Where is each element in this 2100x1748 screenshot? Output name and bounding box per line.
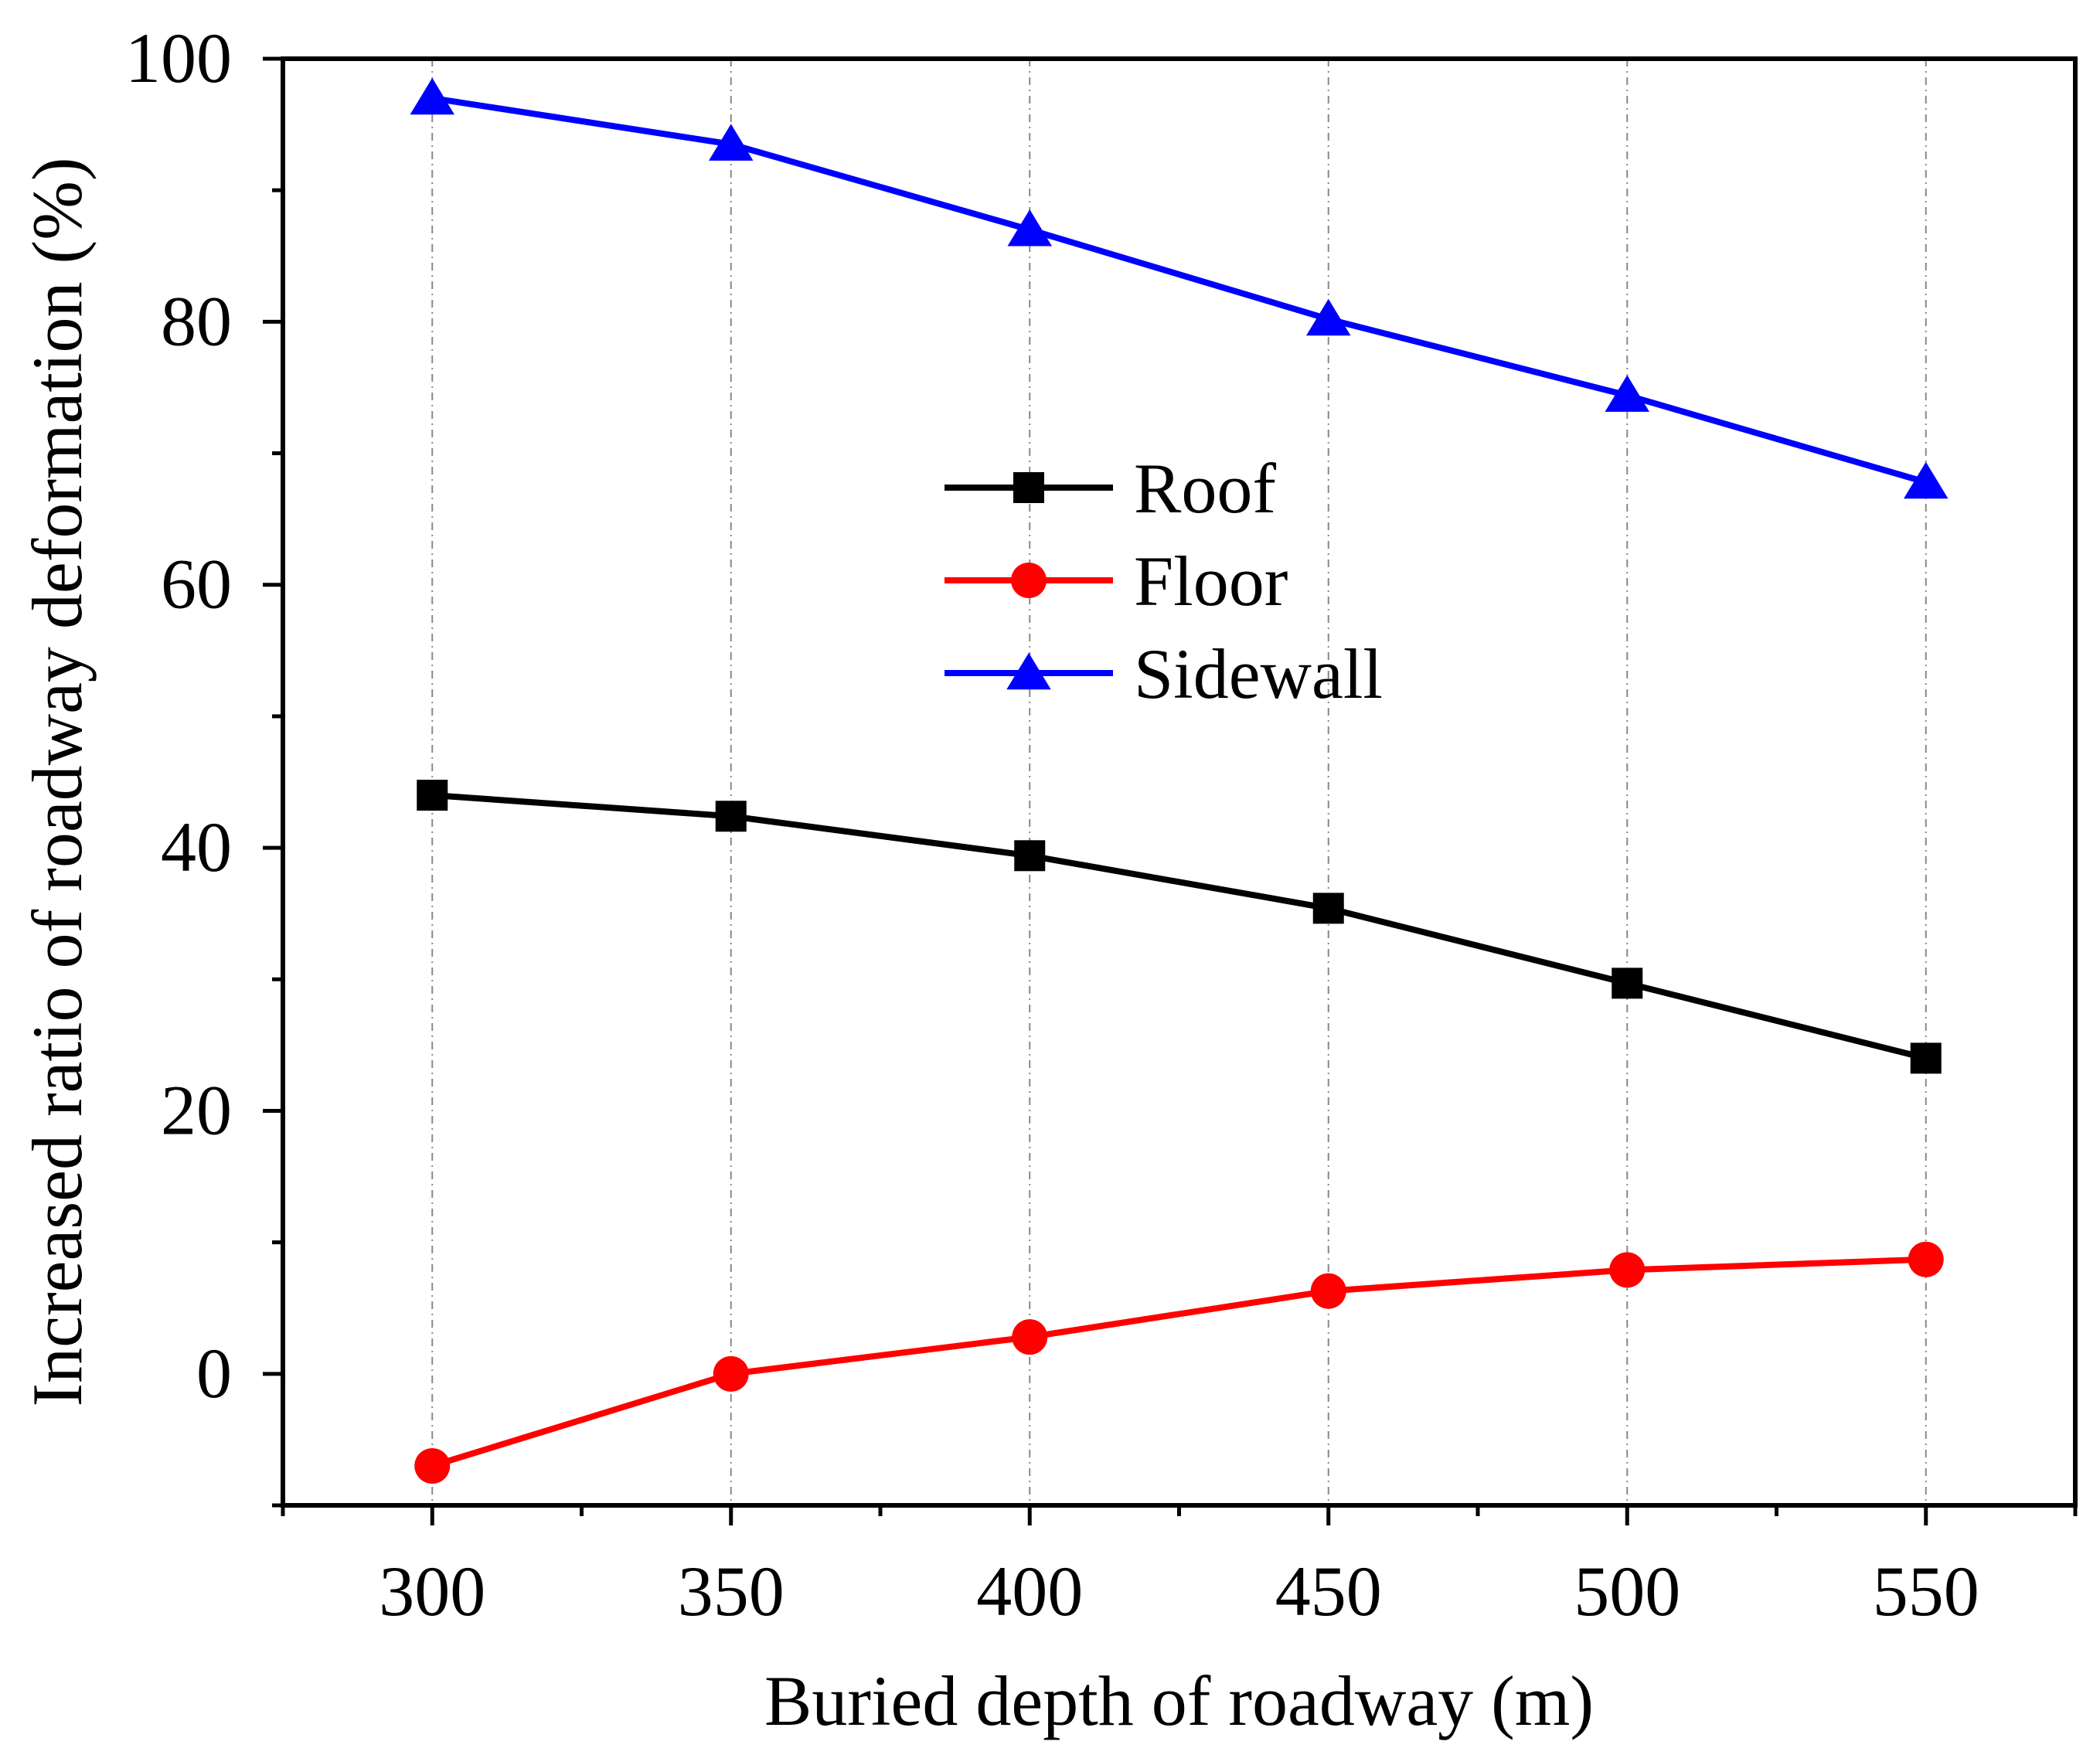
marker-sidewall-300 (410, 77, 454, 115)
marker-floor-500 (1609, 1252, 1646, 1288)
axis-ticks (263, 56, 2078, 1525)
legend-marker-floor (1011, 563, 1047, 598)
marker-sidewall-350 (709, 124, 754, 161)
y-tick-label-80: 80 (161, 281, 232, 360)
marker-roof-350 (715, 801, 747, 832)
x-tick-label-500: 500 (1574, 1552, 1680, 1631)
marker-sidewall-450 (1306, 298, 1351, 336)
x-tick-label-350: 350 (678, 1552, 785, 1631)
x-tick-label-300: 300 (379, 1552, 485, 1631)
marker-floor-300 (414, 1447, 451, 1484)
tick-labels: 300 350 400 450 500 550 0 20 40 60 80 100 (125, 19, 1979, 1631)
marker-sidewall-500 (1605, 375, 1649, 412)
x-tick-label-450: 450 (1275, 1552, 1382, 1631)
marker-roof-400 (1014, 840, 1046, 872)
series-lines (431, 95, 1927, 1469)
y-tick-label-20: 20 (161, 1070, 232, 1149)
marker-floor-400 (1012, 1319, 1048, 1355)
series-line-floor (431, 1256, 1926, 1469)
y-axis-title: Increased ratio of roadway deformation (… (18, 158, 97, 1407)
marker-sidewall-550 (1904, 461, 1949, 499)
marker-roof-300 (417, 780, 448, 811)
legend-label-floor: Floor (1134, 542, 1288, 621)
y-tick-label-40: 40 (161, 808, 232, 886)
marker-floor-450 (1310, 1273, 1346, 1309)
series-line-roof (431, 792, 1927, 1062)
y-tick-label-100: 100 (125, 19, 232, 97)
y-tick-label-0: 0 (196, 1334, 232, 1413)
marker-roof-550 (1910, 1042, 1942, 1074)
y-tick-label-60: 60 (161, 545, 232, 624)
legend: Roof Floor Sidewall (944, 449, 1383, 713)
marker-floor-550 (1908, 1241, 1944, 1277)
x-axis-title: Buried depth of roadway (m) (764, 1661, 1594, 1740)
marker-sidewall-400 (1007, 209, 1052, 247)
x-tick-label-400: 400 (976, 1552, 1083, 1631)
series-line-sidewall (431, 95, 1927, 485)
marker-roof-450 (1312, 893, 1344, 924)
legend-label-sidewall: Sidewall (1134, 634, 1383, 713)
legend-marker-roof (1013, 472, 1044, 503)
x-tick-label-550: 550 (1873, 1552, 1979, 1631)
legend-marker-sidewall (1006, 652, 1051, 690)
marker-roof-500 (1612, 968, 1643, 999)
marker-floor-350 (713, 1355, 749, 1392)
legend-label-roof: Roof (1134, 449, 1276, 528)
series-markers (410, 77, 1949, 1484)
